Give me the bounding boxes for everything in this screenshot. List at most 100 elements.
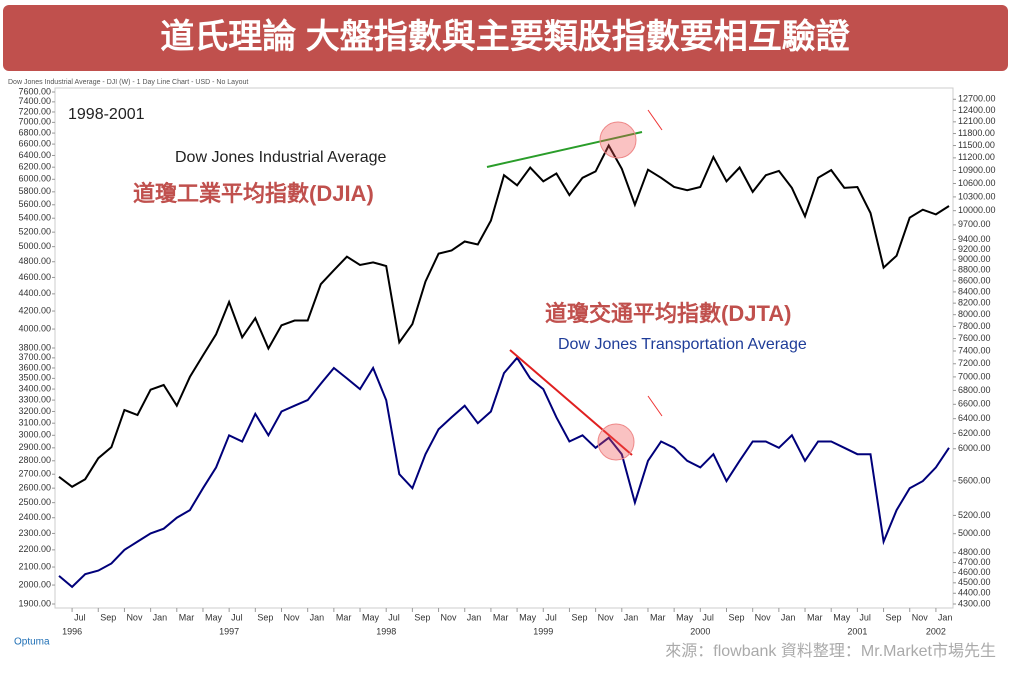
y-tick-label: 3700.00: [18, 352, 51, 362]
x-tick-label: Sep: [100, 612, 116, 622]
y2-tick-label: 12100.00: [958, 116, 996, 126]
y2-tick-label: 8600.00: [958, 275, 991, 285]
y2-tick-label: 4800.00: [958, 547, 991, 557]
y-tick-label: 2400.00: [18, 512, 51, 522]
y2-tick-label: 12700.00: [958, 94, 996, 104]
year-label: 2001: [847, 626, 867, 636]
year-label: 1998: [376, 626, 396, 636]
djia-label-zh: 道瓊工業平均指數(DJIA): [133, 181, 374, 206]
y-tick-label: 4800.00: [18, 256, 51, 266]
djia-highlight: [599, 121, 637, 159]
y2-tick-label: 10600.00: [958, 178, 996, 188]
y2-tick-label: 5600.00: [958, 475, 991, 485]
y2-tick-label: 9000.00: [958, 254, 991, 264]
y-tick-label: 7200.00: [18, 106, 51, 116]
x-tick-label: Mar: [336, 612, 352, 622]
y2-tick-label: 8000.00: [958, 309, 991, 319]
x-tick-label: Jul: [231, 612, 243, 622]
y2-tick-label: 4500.00: [958, 577, 991, 587]
y-tick-label: 3000.00: [18, 430, 51, 440]
y-tick-label: 2600.00: [18, 483, 51, 493]
y-tick-label: 2500.00: [18, 497, 51, 507]
x-tick-label: Jan: [624, 612, 639, 622]
x-tick-label: Sep: [414, 612, 430, 622]
y2-tick-label: 8400.00: [958, 286, 991, 296]
y2-tick-label: 4600.00: [958, 567, 991, 577]
y2-tick-label: 7800.00: [958, 321, 991, 331]
y2-tick-label: 7400.00: [958, 345, 991, 355]
y2-tick-label: 6400.00: [958, 413, 991, 423]
x-tick-label: May: [833, 612, 851, 622]
y2-tick-label: 7000.00: [958, 371, 991, 381]
y-tick-label: 3600.00: [18, 362, 51, 372]
y2-tick-label: 10900.00: [958, 165, 996, 175]
y-tick-label: 2300.00: [18, 528, 51, 538]
y-tick-label: 2800.00: [18, 455, 51, 465]
y-tick-label: 3400.00: [18, 383, 51, 393]
y-tick-label: 2200.00: [18, 544, 51, 554]
y-tick-label: 3100.00: [18, 418, 51, 428]
y2-tick-label: 10000.00: [958, 205, 996, 215]
x-tick-label: Jul: [859, 612, 871, 622]
y-tick-label: 6800.00: [18, 127, 51, 137]
y-tick-label: 5000.00: [18, 241, 51, 251]
djta-highlight: [597, 423, 635, 461]
x-tick-label: Jul: [702, 612, 714, 622]
x-tick-label: Sep: [571, 612, 587, 622]
x-tick-label: Mar: [650, 612, 666, 622]
x-tick-label: Sep: [886, 612, 902, 622]
y-tick-label: 3800.00: [18, 342, 51, 352]
x-tick-label: Nov: [284, 612, 301, 622]
brand: Optuma: [14, 637, 50, 648]
y-tick-label: 2700.00: [18, 469, 51, 479]
y-tick-label: 1900.00: [18, 598, 51, 608]
y2-tick-label: 6000.00: [958, 443, 991, 453]
djia-label: Dow Jones Industrial Average: [175, 149, 386, 166]
x-tick-label: Jul: [74, 612, 86, 622]
y2-tick-label: 4300.00: [958, 598, 991, 608]
y2-tick-label: 4400.00: [958, 588, 991, 598]
y-tick-label: 3200.00: [18, 406, 51, 416]
arrow: [647, 109, 663, 131]
series-line: [58, 356, 950, 589]
y-tick-label: 4200.00: [18, 305, 51, 315]
x-tick-label: Jul: [388, 612, 400, 622]
y-tick-label: 4000.00: [18, 323, 51, 333]
y-tick-label: 2900.00: [18, 442, 51, 452]
y2-tick-label: 5200.00: [958, 510, 991, 520]
djta-label: Dow Jones Transportation Average: [558, 336, 807, 353]
year-label: 1997: [219, 626, 239, 636]
x-tick-label: May: [519, 612, 537, 622]
y-tick-label: 6600.00: [18, 138, 51, 148]
y2-tick-label: 5000.00: [958, 528, 991, 538]
x-tick-label: Mar: [807, 612, 823, 622]
y2-tick-label: 8800.00: [958, 265, 991, 275]
y-tick-label: 4400.00: [18, 288, 51, 298]
y2-tick-label: 7200.00: [958, 358, 991, 368]
x-tick-label: Nov: [912, 612, 929, 622]
y-tick-label: 5800.00: [18, 186, 51, 196]
y-tick-label: 5400.00: [18, 213, 51, 223]
source-note: 來源：flowbank 資料整理：Mr.Market市場先生: [665, 642, 996, 660]
title-banner: [3, 5, 1008, 71]
x-tick-label: Nov: [755, 612, 772, 622]
y-tick-label: 2100.00: [18, 561, 51, 571]
x-tick-label: Nov: [441, 612, 458, 622]
x-tick-label: Jul: [545, 612, 557, 622]
y2-tick-label: 9200.00: [958, 244, 991, 254]
series-line: [58, 143, 950, 489]
x-tick-label: Jan: [938, 612, 953, 622]
y-tick-label: 5600.00: [18, 199, 51, 209]
y-tick-label: 6400.00: [18, 150, 51, 160]
y2-tick-label: 9700.00: [958, 219, 991, 229]
y-tick-label: 2000.00: [18, 579, 51, 589]
year-label: 1999: [533, 626, 553, 636]
x-tick-label: Nov: [598, 612, 615, 622]
x-tick-label: Jan: [467, 612, 482, 622]
y2-tick-label: 6800.00: [958, 385, 991, 395]
x-tick-label: Mar: [179, 612, 195, 622]
djta-label-zh: 道瓊交通平均指數(DJTA): [545, 301, 791, 326]
year-label: 2002: [926, 626, 946, 636]
